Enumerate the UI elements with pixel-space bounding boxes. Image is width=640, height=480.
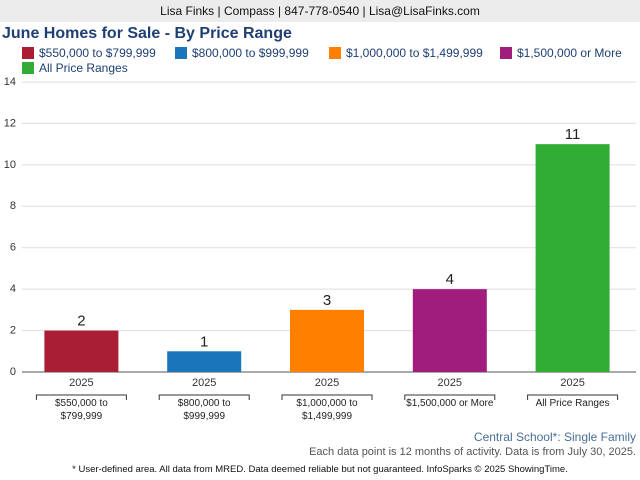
header: Lisa Finks | Compass | 847-778-0540 | Li… <box>0 0 640 22</box>
legend-label: All Price Ranges <box>39 61 128 75</box>
y-tick-label: 4 <box>10 283 16 295</box>
x-tick-label: 2025 <box>192 377 216 389</box>
note: Each data point is 12 months of activity… <box>309 446 636 458</box>
y-tick-label: 8 <box>10 200 16 212</box>
group-bracket <box>158 394 250 400</box>
y-tick-label: 0 <box>10 366 16 378</box>
data-label: 3 <box>323 292 331 309</box>
bar <box>44 330 119 372</box>
group-label: $1,500,000 or More <box>406 398 494 409</box>
bar <box>167 351 242 372</box>
area-label: Central School*: Single Family <box>473 430 636 444</box>
x-tick-label: 2025 <box>315 377 339 389</box>
group-bracket <box>404 394 496 400</box>
y-tick-label: 14 <box>4 76 16 88</box>
y-tick-label: 2 <box>10 324 16 336</box>
group-label: $1,000,000 to $1,499,999 <box>296 398 358 422</box>
legend-label: $1,500,000 or More <box>517 46 622 60</box>
group-bracket <box>281 394 373 400</box>
data-label: 4 <box>446 271 454 288</box>
legend-swatch <box>22 62 34 74</box>
x-tick-label: 2025 <box>560 377 584 389</box>
legend-swatch <box>175 47 187 59</box>
group-bracket <box>527 394 619 400</box>
bar <box>412 289 487 372</box>
group-label: All Price Ranges <box>535 398 610 409</box>
chart-title: June Homes for Sale - By Price Range <box>2 25 292 42</box>
y-tick-label: 12 <box>4 117 16 129</box>
y-tick-label: 6 <box>10 242 16 254</box>
bar <box>535 144 610 372</box>
data-label: 2 <box>77 313 85 330</box>
legend-swatch <box>22 47 34 59</box>
legend-label: $550,000 to $799,999 <box>39 46 156 60</box>
group-label: $550,000 to $799,999 <box>54 398 108 422</box>
y-tick-label: 10 <box>4 159 16 171</box>
disclaimer: * User-defined area. All data from MRED.… <box>72 464 568 475</box>
legend-swatch <box>329 47 341 59</box>
data-label: 1 <box>200 333 208 350</box>
data-label: 11 <box>565 126 581 143</box>
legend-label: $800,000 to $999,999 <box>192 46 309 60</box>
legend-label: $1,000,000 to $1,499,999 <box>346 46 483 60</box>
group-label: $800,000 to $999,999 <box>177 398 231 422</box>
x-tick-label: 2025 <box>69 377 93 389</box>
group-bracket <box>35 394 127 400</box>
bar <box>290 309 364 372</box>
x-tick-label: 2025 <box>438 377 462 389</box>
legend-swatch <box>500 47 512 59</box>
